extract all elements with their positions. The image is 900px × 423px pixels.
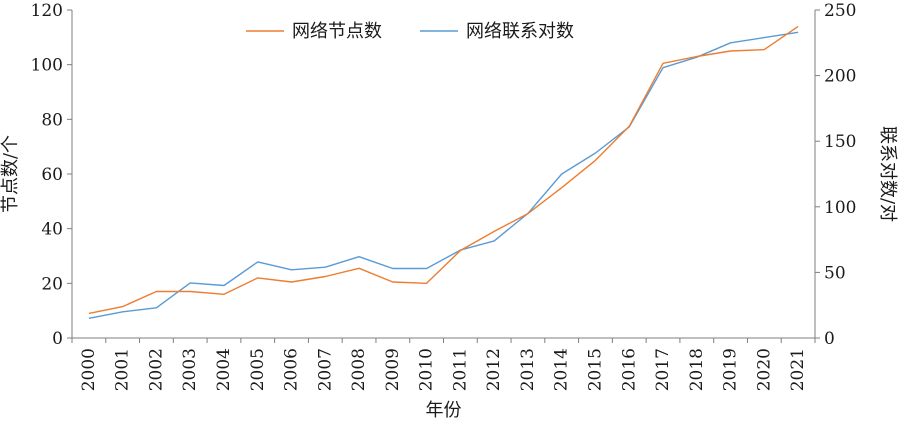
right-y-tick-label: 200 bbox=[824, 67, 856, 87]
x-tick-label: 2020 bbox=[754, 348, 774, 391]
x-tick-label: 2014 bbox=[552, 348, 572, 391]
x-tick-label: 2008 bbox=[349, 348, 369, 391]
x-tick-label: 2010 bbox=[417, 348, 437, 391]
x-tick-label: 2009 bbox=[383, 348, 403, 391]
x-tick-label: 2017 bbox=[653, 348, 673, 391]
x-tick-label: 2005 bbox=[248, 348, 268, 391]
x-tick-label: 2018 bbox=[687, 348, 707, 391]
legend-label-pairs: 网络联系对数 bbox=[466, 21, 574, 42]
right-y-axis-ticks: 0 50 100 150 200 250 bbox=[815, 1, 856, 349]
x-tick-label: 2016 bbox=[619, 348, 639, 391]
x-tick-label: 2007 bbox=[315, 348, 335, 391]
x-tick-label: 2006 bbox=[282, 348, 302, 391]
x-tick-label: 2004 bbox=[214, 348, 234, 391]
x-tick-label: 2015 bbox=[585, 348, 605, 391]
right-y-tick-label: 250 bbox=[824, 1, 856, 21]
series-layer bbox=[88, 25, 799, 319]
right-y-tick-label: 0 bbox=[824, 329, 835, 349]
legend: 网络节点数 网络联系对数 bbox=[246, 21, 574, 42]
right-y-axis-title: 联系对数/对 bbox=[877, 126, 898, 222]
x-tick-label: 2003 bbox=[180, 348, 200, 391]
right-y-tick-label: 50 bbox=[824, 263, 846, 283]
series-line-pairs bbox=[88, 31, 799, 319]
left-y-axis-ticks: 0 20 40 60 80 100 120 bbox=[31, 1, 72, 349]
x-tick-label: 2001 bbox=[113, 348, 133, 391]
left-y-tick-label: 40 bbox=[41, 220, 63, 240]
right-y-tick-label: 100 bbox=[824, 198, 856, 218]
x-tick-label: 2013 bbox=[518, 348, 538, 391]
left-y-tick-label: 60 bbox=[41, 165, 63, 185]
x-tick-label: 2012 bbox=[484, 348, 504, 391]
plot-area: 0 20 40 60 80 100 120 0 50 100 150 200 250 2000 2001… bbox=[31, 1, 857, 391]
x-tick-label: 2011 bbox=[450, 348, 470, 391]
legend-label-nodes: 网络节点数 bbox=[292, 21, 382, 42]
x-tick-label: 2000 bbox=[79, 348, 99, 391]
right-y-tick-label: 150 bbox=[824, 132, 856, 152]
x-tick-label: 2019 bbox=[721, 348, 741, 391]
x-tick-label: 2002 bbox=[146, 348, 166, 391]
left-y-axis-title: 节点数/个 bbox=[0, 135, 21, 213]
left-y-tick-label: 100 bbox=[31, 56, 63, 76]
x-axis-title: 年份 bbox=[426, 400, 462, 421]
left-y-tick-label: 80 bbox=[41, 110, 63, 130]
left-y-tick-label: 0 bbox=[52, 329, 63, 349]
series-line-nodes bbox=[88, 25, 799, 315]
x-axis-ticks: 2000 2001 2002 2003 2004 2005 2006 2007 2008 2009… bbox=[71, 338, 816, 391]
x-tick-label: 2021 bbox=[788, 348, 808, 391]
left-y-tick-label: 20 bbox=[41, 274, 63, 294]
left-y-tick-label: 120 bbox=[31, 1, 63, 21]
